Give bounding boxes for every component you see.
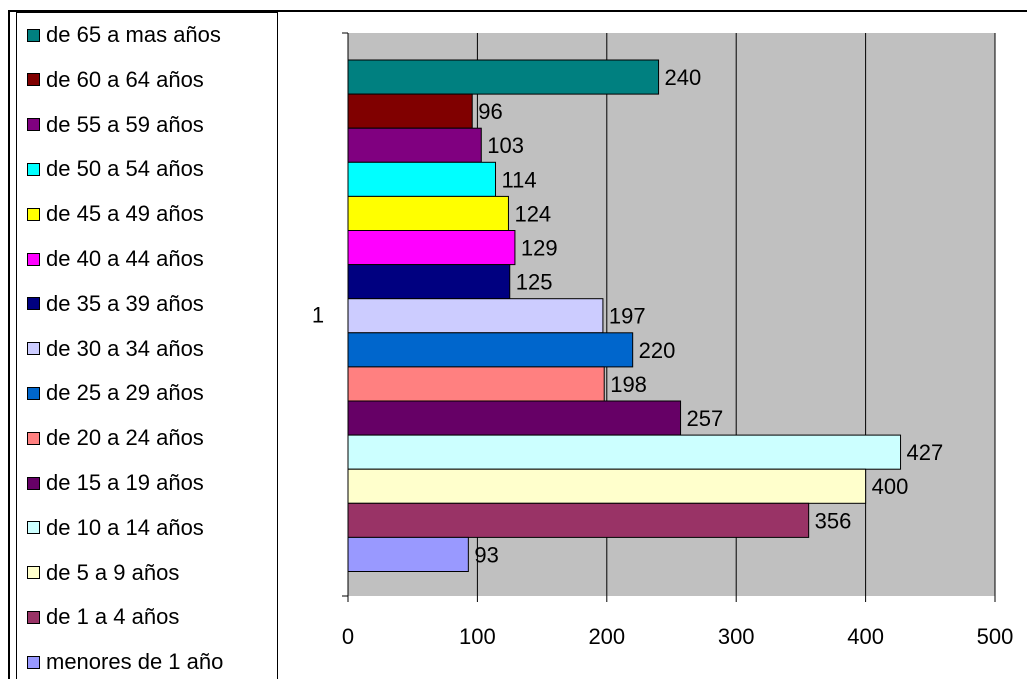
legend-swatch [27, 297, 40, 311]
bar [347, 536, 469, 573]
legend-label: de 10 a 14 años [46, 514, 204, 540]
legend-label: de 65 a mas años [46, 22, 221, 47]
legend-swatch [27, 566, 40, 580]
legend-label: de 15 a 19 años [46, 470, 204, 495]
legend-swatch [27, 252, 40, 266]
legend-label: de 60 a 64 años [46, 66, 204, 92]
legend-item: de 1 a 4 años [27, 602, 179, 632]
bar [347, 264, 511, 300]
legend-label: de 1 a 4 años [46, 604, 180, 630]
legend-swatch [27, 162, 40, 176]
data-label: 96 [478, 99, 502, 124]
legend-label: de 45 a 49 años [46, 201, 204, 227]
x-tick-label: 300 [718, 624, 755, 649]
legend-label: de 40 a 44 años [46, 246, 204, 271]
bar [347, 161, 497, 197]
legend-swatch [27, 476, 40, 490]
data-label: 103 [487, 133, 524, 158]
chart-frame [8, 10, 1027, 679]
legend-label: de 25 a 29 años [46, 380, 204, 406]
legend-item: de 45 a 49 años [27, 199, 204, 229]
bar [347, 400, 682, 436]
data-label: 198 [610, 372, 647, 397]
legend-item: de 20 a 24 años [27, 423, 204, 453]
bar [347, 93, 473, 129]
bar [347, 502, 810, 538]
x-tick-label: 100 [459, 624, 496, 649]
legend-label: de 30 a 34 años [46, 335, 204, 361]
legend-item: de 30 a 34 años [27, 334, 204, 364]
y-category-label: 1 [312, 303, 324, 328]
bar [347, 434, 902, 470]
bar [347, 195, 509, 231]
x-tick-label: 500 [977, 624, 1014, 649]
legend-swatch [27, 431, 40, 445]
legend-item: de 35 a 39 años [27, 289, 204, 319]
legend-item: de 40 a 44 años [27, 244, 204, 274]
bar [347, 59, 660, 95]
legend-swatch [27, 118, 40, 132]
x-tick-label: 400 [847, 624, 884, 649]
bar [347, 468, 867, 504]
legend-item: de 25 a 29 años [27, 378, 204, 408]
legend-item: de 65 a mas años [27, 20, 221, 50]
legend-label: de 55 a 59 años [46, 111, 204, 137]
x-tick-label: 200 [588, 624, 625, 649]
data-label: 220 [639, 338, 676, 363]
legend-swatch [27, 521, 40, 535]
bar [347, 366, 605, 402]
data-label: 197 [609, 304, 646, 329]
data-label: 124 [514, 201, 551, 226]
legend-label: de 35 a 39 años [46, 290, 204, 316]
data-label: 129 [521, 236, 558, 261]
legend-swatch [27, 610, 40, 624]
bar [347, 332, 634, 368]
legend-swatch [27, 655, 40, 669]
legend: de 65 a mas años de 60 a 64 años de 55 a 5… [16, 12, 278, 679]
legend-label: de 5 a 9 años [46, 559, 180, 585]
legend-item: de 10 a 14 años [27, 513, 204, 543]
legend-item: menores de 1 año [27, 647, 223, 677]
data-label: 240 [665, 65, 702, 90]
legend-item: de 60 a 64 años [27, 65, 204, 95]
data-label: 257 [687, 406, 724, 431]
data-label: 93 [474, 542, 498, 567]
legend-item: de 50 a 54 años [27, 154, 204, 184]
x-tick-label: 0 [342, 624, 354, 649]
legend-swatch [27, 28, 40, 42]
data-label: 114 [502, 167, 537, 192]
bar [347, 127, 482, 163]
data-label: 356 [815, 508, 852, 533]
legend-swatch [27, 207, 40, 221]
legend-swatch [27, 342, 40, 356]
legend-swatch [27, 73, 40, 87]
legend-item: de 55 a 59 años [27, 110, 204, 140]
bar [347, 230, 516, 266]
data-label: 400 [872, 474, 909, 499]
legend-item: de 5 a 9 años [27, 558, 179, 588]
bar [347, 298, 604, 334]
legend-item: de 15 a 19 años [27, 468, 204, 498]
data-label: 125 [516, 270, 553, 295]
legend-label: de 20 a 24 años [46, 425, 204, 451]
legend-label: menores de 1 año [46, 649, 224, 675]
legend-label: de 50 a 54 años [46, 156, 204, 182]
legend-swatch [27, 386, 40, 400]
data-label: 427 [907, 440, 944, 465]
